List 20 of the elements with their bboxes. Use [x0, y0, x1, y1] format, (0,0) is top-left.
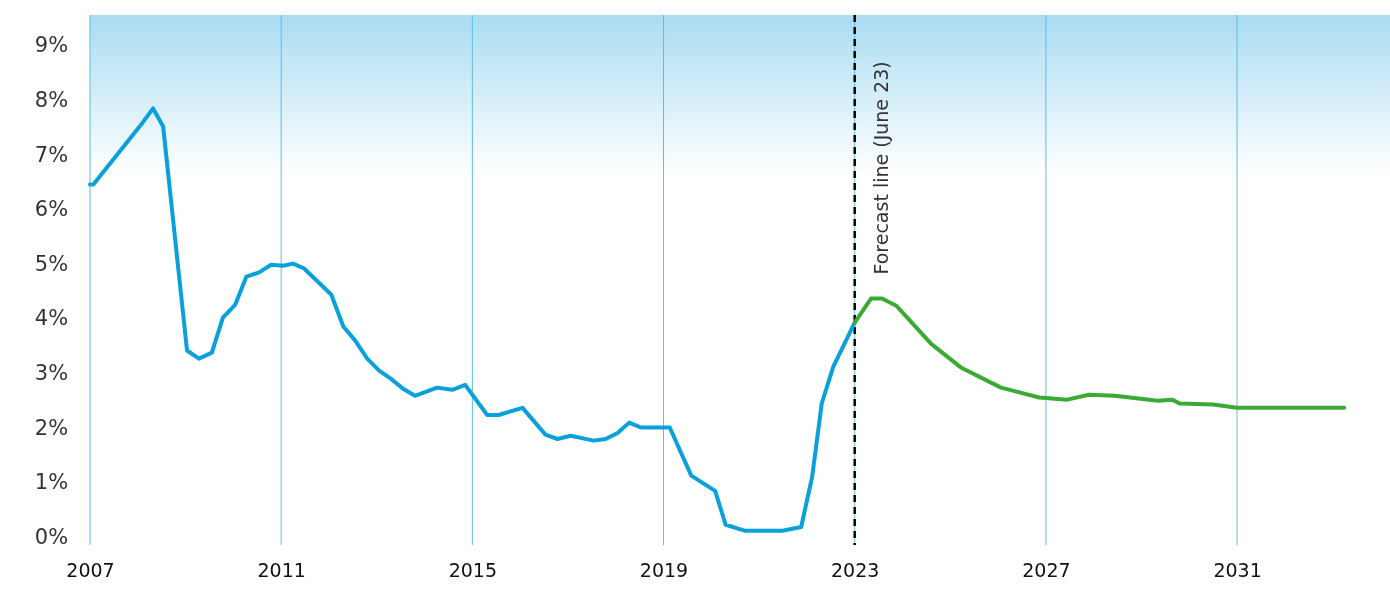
line-series — [852, 296, 1347, 410]
y-tick-label: 0% — [34, 525, 69, 550]
y-tick-label: 5% — [34, 251, 69, 276]
x-tick-label: 2015 — [448, 559, 498, 582]
y-tick-label: 3% — [34, 361, 69, 386]
y-tick-label: 8% — [34, 87, 69, 112]
y-tick-label: 2% — [34, 415, 69, 440]
y-tick-label: 9% — [34, 33, 69, 58]
y-tick-label: 6% — [34, 197, 69, 222]
line-series — [88, 106, 857, 533]
x-tick-label: 2027 — [1022, 559, 1071, 582]
x-tick-label: 2023 — [831, 559, 880, 582]
ref-line-label: Forecast line (June 23) — [869, 61, 892, 275]
x-tick-label: 2031 — [1213, 559, 1262, 582]
x-tick-label: 2011 — [257, 559, 306, 582]
y-tick-label: 7% — [34, 142, 69, 167]
x-tick-label: 2007 — [66, 559, 115, 582]
y-tick-label: 4% — [34, 306, 69, 331]
x-tick-label: 2019 — [639, 559, 689, 582]
y-tick-label: 1% — [34, 470, 69, 495]
